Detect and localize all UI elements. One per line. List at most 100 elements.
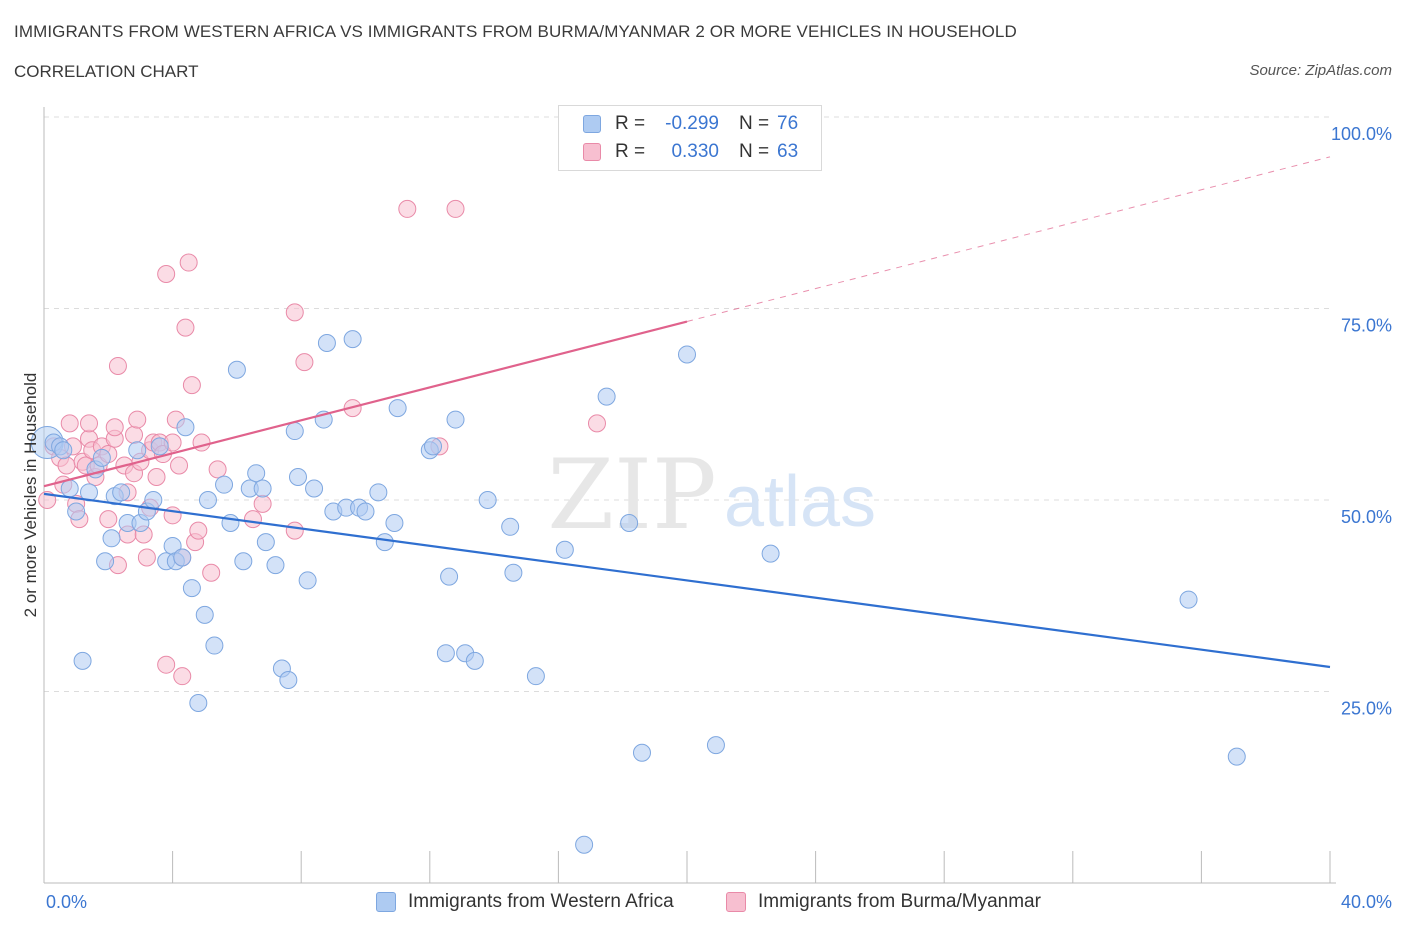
data-point-western-africa (706, 736, 725, 755)
data-point-burma (446, 199, 465, 218)
data-point-burma (587, 414, 606, 433)
y-tick-label: 50.0% (1341, 507, 1392, 527)
data-point-western-africa (195, 605, 214, 624)
data-point-western-africa (176, 418, 195, 437)
legend-r-value: 0.330 (671, 141, 719, 162)
data-point-western-africa (1179, 590, 1198, 609)
trend-lines (43, 156, 1331, 669)
data-point-western-africa (369, 483, 388, 502)
data-point-burma (108, 356, 127, 375)
data-point-western-africa (375, 533, 394, 552)
bottom-legend-swatch-blue (376, 892, 396, 912)
data-point-western-africa (112, 483, 131, 502)
legend-n-label: N = (739, 141, 770, 162)
data-point-burma (176, 318, 195, 337)
trend-line-burma-extension (686, 156, 1331, 323)
trend-line-western-africa (43, 492, 1331, 669)
series-western-africa-points (30, 330, 1246, 854)
series-burma-points (38, 199, 606, 686)
data-point-burma (60, 414, 79, 433)
legend-swatch-blue (583, 115, 601, 133)
data-point-burma (243, 510, 262, 529)
y-tick-label: 75.0% (1341, 316, 1392, 336)
data-point-western-africa (234, 552, 253, 571)
y-tick-label: 25.0% (1341, 699, 1392, 719)
data-point-western-africa (182, 579, 201, 598)
chart-subtitle: CORRELATION CHART (14, 62, 199, 81)
data-point-burma (253, 494, 272, 513)
data-point-western-africa (385, 513, 404, 532)
data-point-western-africa (150, 437, 169, 456)
data-point-western-africa (501, 517, 520, 536)
correlation-legend: R = -0.299 N = 76 R = 0.330 N = 63 (558, 105, 822, 171)
bottom-legend-label-western-africa: Immigrants from Western Africa (408, 891, 674, 912)
data-point-burma (295, 353, 314, 372)
watermark-atlas: atlas (724, 462, 876, 542)
data-point-burma (157, 265, 176, 284)
legend-r-label: R = (615, 141, 646, 162)
data-point-western-africa (73, 651, 92, 670)
bottom-legend-swatch-pink (726, 892, 746, 912)
data-point-western-africa (279, 671, 298, 690)
grid-lines (44, 116, 1330, 692)
data-point-western-africa (247, 464, 266, 483)
tick-labels: 25.0% 50.0% 75.0% 100.0% 0.0% 40.0% (46, 124, 1392, 912)
data-point-western-africa (198, 491, 217, 509)
data-point-western-africa (189, 693, 208, 712)
data-point-burma (182, 376, 201, 395)
data-point-burma (398, 199, 417, 218)
data-point-western-africa (575, 835, 594, 854)
bottom-legend-western-africa: Immigrants from Western Africa (376, 888, 674, 916)
data-point-western-africa (128, 441, 147, 460)
data-point-western-africa (227, 360, 246, 379)
data-point-western-africa (144, 491, 163, 509)
data-point-burma (157, 655, 176, 674)
data-point-burma (173, 667, 192, 686)
data-point-western-africa (92, 448, 111, 467)
data-point-western-africa (317, 333, 336, 352)
data-point-western-africa (288, 468, 307, 487)
data-point-burma (105, 418, 124, 437)
data-point-burma (99, 510, 118, 529)
data-point-western-africa (504, 563, 523, 582)
data-point-burma (208, 460, 227, 479)
legend-n-value: 63 (777, 141, 799, 162)
data-point-western-africa (436, 644, 455, 663)
x-tick-label: 0.0% (46, 892, 87, 912)
data-point-western-africa (285, 422, 304, 441)
trend-line-burma (43, 320, 688, 488)
data-point-western-africa (440, 567, 459, 586)
data-point-western-africa (1227, 747, 1246, 766)
y-tick-label: 100.0% (1331, 124, 1392, 144)
chart-title: IMMIGRANTS FROM WESTERN AFRICA VS IMMIGR… (14, 22, 1017, 41)
x-tick-label: 40.0% (1341, 892, 1392, 912)
legend-n-label: N = (739, 113, 770, 134)
data-point-burma (285, 303, 304, 322)
data-point-burma (147, 468, 166, 487)
data-point-western-africa (253, 479, 272, 498)
data-point-western-africa (620, 513, 639, 532)
data-point-western-africa (173, 548, 192, 567)
data-point-western-africa (343, 330, 362, 349)
bottom-legend-label-burma: Immigrants from Burma/Myanmar (758, 891, 1041, 912)
data-point-burma (179, 253, 198, 272)
source-label: Source: ZipAtlas.com (1249, 62, 1392, 79)
data-point-western-africa (597, 387, 616, 406)
data-point-western-africa (526, 667, 545, 686)
data-point-western-africa (298, 571, 317, 590)
data-point-western-africa (356, 502, 375, 521)
data-point-western-africa (266, 556, 285, 575)
data-point-burma (128, 410, 147, 429)
legend-row-western-africa: R = -0.299 N = 76 (583, 112, 798, 136)
data-point-burma (80, 414, 99, 433)
data-point-western-africa (60, 479, 79, 498)
data-point-burma (137, 548, 156, 567)
legend-swatch-pink (583, 143, 601, 161)
data-point-western-africa (555, 540, 574, 559)
data-point-burma (202, 563, 221, 582)
watermark-zip: ZIP (547, 439, 716, 551)
data-point-western-africa (446, 410, 465, 429)
bottom-legend-burma: Immigrants from Burma/Myanmar (726, 888, 1041, 916)
data-point-western-africa (205, 636, 224, 655)
